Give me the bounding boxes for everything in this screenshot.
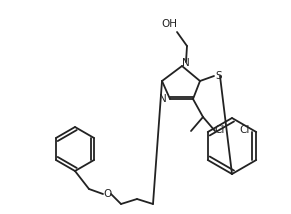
Text: OH: OH bbox=[161, 19, 177, 29]
Text: N: N bbox=[159, 94, 167, 104]
Text: Cl: Cl bbox=[239, 125, 249, 135]
Text: O: O bbox=[103, 189, 111, 199]
Text: S: S bbox=[216, 71, 222, 81]
Text: N: N bbox=[182, 58, 190, 68]
Text: Cl: Cl bbox=[214, 125, 225, 135]
